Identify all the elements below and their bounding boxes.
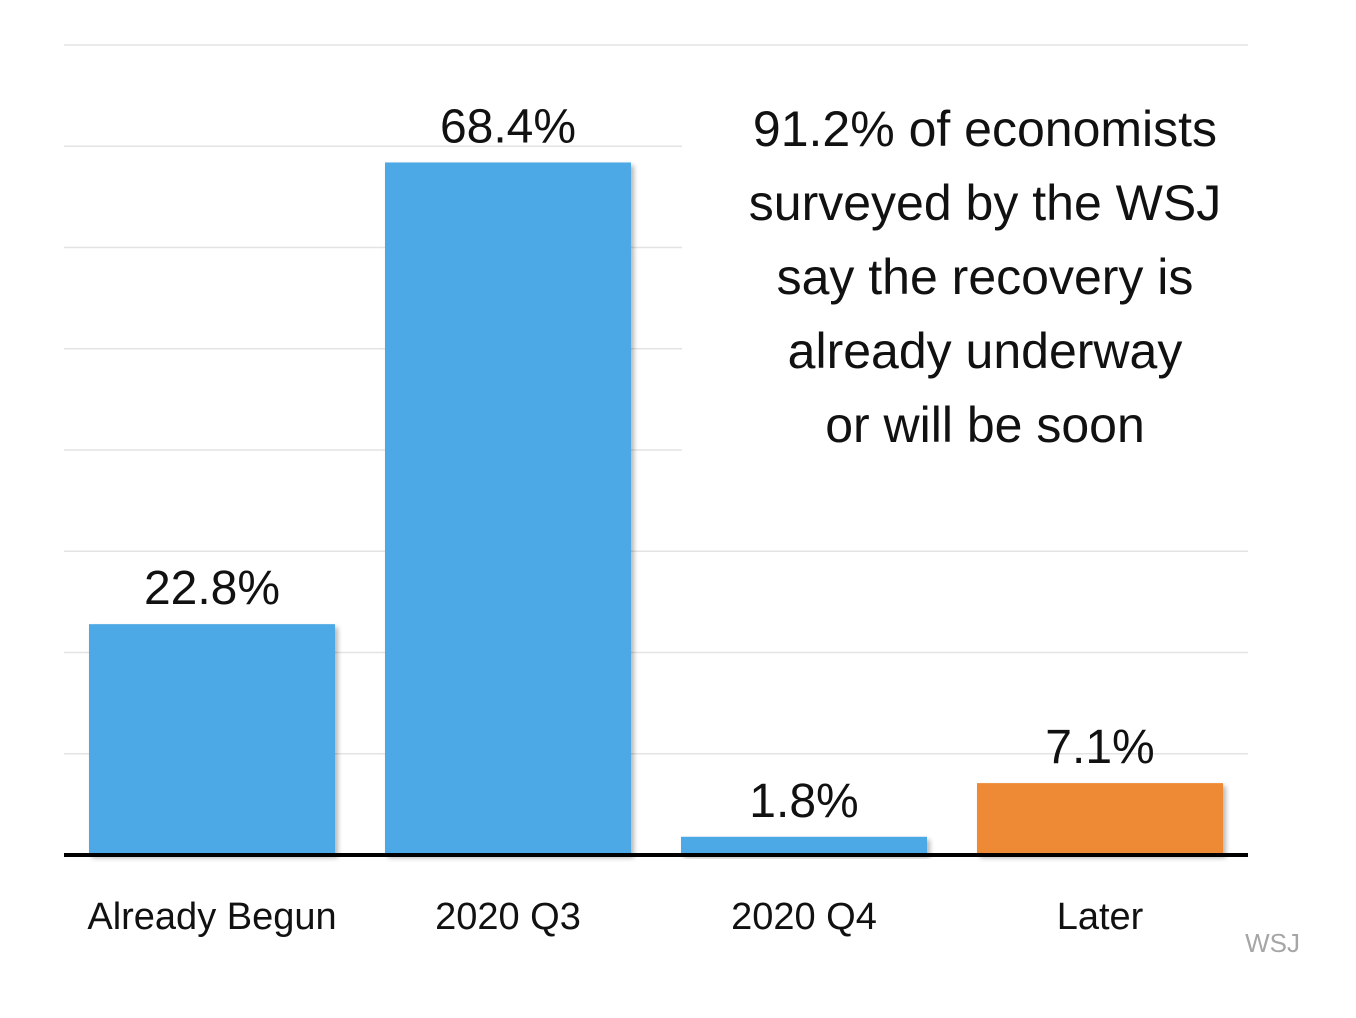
x-tick-label: Already Begun (87, 896, 336, 938)
data-label: 22.8% (144, 562, 280, 615)
data-labels: 22.8% 68.4% 1.8% 7.1% (144, 100, 1155, 827)
bar-2020-q4 (681, 836, 927, 855)
data-label: 7.1% (1045, 721, 1154, 774)
x-tick-label: 2020 Q3 (435, 896, 581, 938)
bars (89, 162, 1223, 855)
data-label: 68.4% (440, 100, 576, 153)
chart-annotation: 91.2% of economists surveyed by the WSJ … (748, 101, 1222, 453)
x-tick-label: 2020 Q4 (731, 896, 877, 938)
data-label: 1.8% (749, 775, 858, 828)
bar-2020-q3 (385, 162, 631, 855)
bar-later (977, 783, 1223, 855)
bar-already-begun (89, 624, 335, 855)
source-label: WSJ (1245, 928, 1300, 958)
x-tick-labels: Already Begun 2020 Q3 2020 Q4 Later (87, 896, 1143, 938)
x-tick-label: Later (1057, 896, 1144, 938)
